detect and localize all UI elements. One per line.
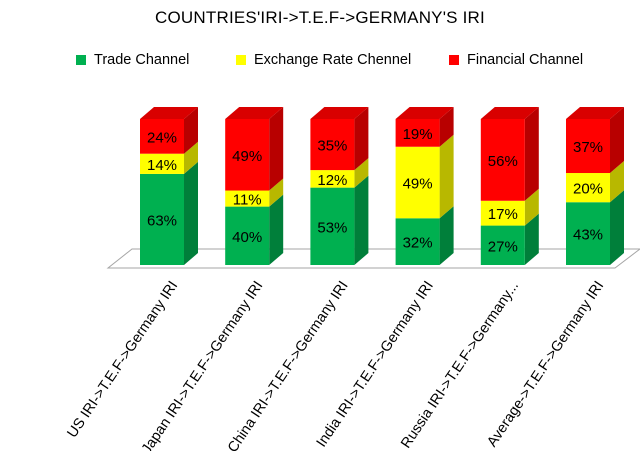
bar-segment-0-2 [140,119,184,154]
data-label-3-0: 32% [403,235,433,252]
data-label-0-2: 24% [147,129,177,146]
data-label-0-1: 14% [147,157,177,174]
bar-side-3-0 [439,206,454,265]
data-label-2-2: 35% [317,138,347,155]
bar-top-0 [140,107,198,119]
bar-top-4 [480,107,539,119]
bar-side-1-1 [269,178,284,207]
bar-side-0-1 [184,141,198,174]
bar-side-0-0 [184,161,198,265]
bar-segment-5-2 [566,119,610,174]
bar-side-2-2 [354,107,369,171]
bar-top-2 [310,107,369,119]
bar-segment-2-0 [310,187,355,265]
legend-swatch-financial [449,55,459,65]
bar-segment-4-2 [480,119,525,201]
bar-segment-1-0 [225,206,270,265]
data-label-4-0: 27% [488,238,518,255]
data-label-2-1: 12% [317,172,347,189]
data-label-1-2: 49% [232,148,262,165]
bar-side-3-2 [439,107,454,147]
bar-segment-0-1 [140,153,184,174]
legend-item-exchange: Exchange Rate Chennel [236,52,411,68]
bar-segment-5-0 [566,202,610,265]
bar-top-5 [566,107,624,119]
data-label-4-2: 56% [488,153,518,170]
bar-segment-4-1 [480,200,525,226]
bar-side-5-1 [610,161,624,203]
legend-label-exchange: Exchange Rate Chennel [254,52,412,68]
bar-side-5-0 [610,190,624,265]
bar-side-5-2 [610,107,624,174]
data-label-1-0: 40% [232,229,262,246]
bar-segment-2-2 [310,119,355,171]
bar-top-3 [395,107,454,119]
bar-segment-3-2 [395,119,440,147]
data-label-5-0: 43% [573,227,603,244]
legend-label-financial: Financial Channel [467,52,584,68]
legend-swatch-trade [76,55,86,65]
bar-segment-4-0 [480,225,525,265]
bar-segment-2-1 [310,170,355,188]
bar-side-2-1 [354,158,369,188]
data-label-4-1: 17% [488,206,518,223]
bar-side-4-0 [524,213,539,265]
bar-segment-3-1 [395,146,440,219]
bar-side-1-0 [269,194,284,265]
data-label-5-2: 37% [573,139,603,156]
data-label-3-2: 19% [403,126,433,143]
legend-label-trade: Trade Channel [94,52,190,68]
bar-side-0-2 [184,107,198,154]
data-label-3-1: 49% [403,176,433,193]
bar-side-4-1 [524,188,539,226]
data-label-0-0: 63% [147,212,177,229]
data-label-1-1: 11% [233,192,262,209]
data-label-2-0: 53% [317,219,347,236]
bar-segment-3-0 [395,218,440,265]
bar-segment-1-1 [225,190,270,207]
bar-side-3-1 [439,134,454,219]
chart-floor [106,248,640,269]
bar-side-2-0 [354,175,369,265]
chart-title: COUNTRIES'IRI->T.E.F->GERMANY'S IRI [155,8,485,27]
bar-top-1 [225,107,284,119]
bar-side-4-2 [524,107,539,201]
bar-segment-0-0 [140,173,184,265]
legend-item-trade: Trade Channel [76,52,189,68]
legend: Trade Channel Exchange Rate Chennel Fina… [0,52,640,72]
legend-swatch-exchange [236,55,246,65]
bar-segment-1-2 [225,119,270,191]
bar-side-1-2 [269,107,284,191]
legend-item-financial: Financial Channel [449,52,583,68]
bar-segment-5-1 [566,173,610,203]
data-label-5-1: 20% [573,181,603,198]
